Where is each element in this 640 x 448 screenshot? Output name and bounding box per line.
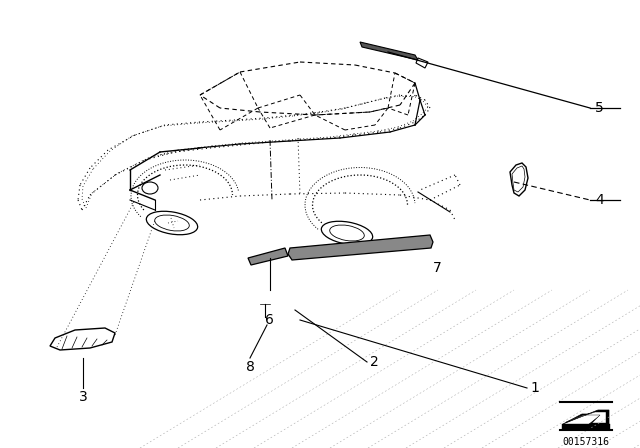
Polygon shape <box>288 235 433 260</box>
Text: 2: 2 <box>370 355 379 369</box>
Polygon shape <box>563 410 609 425</box>
Text: 8: 8 <box>246 360 255 374</box>
Text: 3: 3 <box>79 390 88 404</box>
Polygon shape <box>566 412 606 423</box>
Polygon shape <box>360 42 418 60</box>
Text: 00157316: 00157316 <box>563 437 609 447</box>
Text: 1: 1 <box>530 381 539 395</box>
Text: 6: 6 <box>265 313 274 327</box>
Text: 4: 4 <box>595 193 604 207</box>
Polygon shape <box>562 424 610 429</box>
Text: 5: 5 <box>595 101 604 115</box>
Polygon shape <box>248 248 288 265</box>
Text: 7: 7 <box>433 261 442 275</box>
